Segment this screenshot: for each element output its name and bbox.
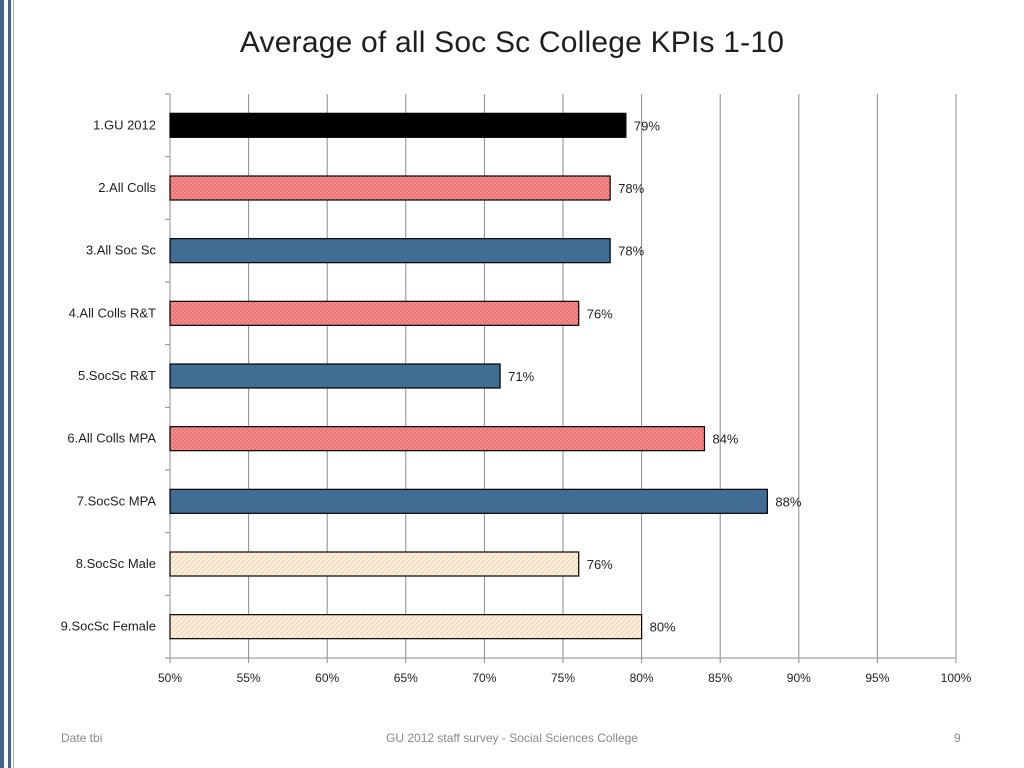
- x-tick-label: 50%: [158, 671, 182, 685]
- value-label: 88%: [775, 494, 801, 509]
- bars-layer: [169, 112, 768, 640]
- category-label: 8.SocSc Male: [76, 556, 156, 571]
- x-tick-label: 95%: [865, 671, 889, 685]
- bar: [169, 300, 580, 326]
- bar: [169, 238, 611, 264]
- category-label: 2.All Colls: [98, 180, 156, 195]
- labels-layer: 50% 55% 60% 65% 70% 75% 80% 85% 90% 95% 100% 1.GU 2…: [61, 117, 972, 685]
- category-label: 3.All Soc Sc: [86, 243, 157, 258]
- value-label: 80%: [650, 620, 676, 635]
- bar: [169, 175, 611, 201]
- value-label: 84%: [712, 432, 738, 447]
- category-label: 1.GU 2012: [93, 117, 156, 132]
- x-tick-label: 60%: [315, 671, 339, 685]
- bar: [169, 488, 768, 514]
- bar: [169, 112, 627, 138]
- bar: [169, 614, 643, 640]
- slide-title: Average of all Soc Sc College KPIs 1-10: [239, 26, 785, 59]
- side-stripe: [13, 0, 14, 768]
- x-tick-label: 55%: [237, 671, 261, 685]
- x-tick-label: 85%: [708, 671, 732, 685]
- value-label: 78%: [618, 244, 644, 259]
- x-tick-label: 100%: [941, 671, 972, 685]
- category-label: 7.SocSc MPA: [77, 493, 157, 508]
- bar: [169, 551, 580, 577]
- value-label: 76%: [587, 557, 613, 572]
- value-label: 78%: [618, 181, 644, 196]
- value-label: 79%: [634, 118, 660, 133]
- footer-caption: GU 2012 staff survey - Social Sciences C…: [386, 731, 638, 745]
- value-label: 71%: [508, 369, 534, 384]
- x-tick-label: 65%: [394, 671, 418, 685]
- category-label: 9.SocSc Female: [61, 619, 156, 634]
- x-tick-label: 90%: [787, 671, 811, 685]
- side-stripe: [8, 0, 11, 768]
- x-tick-label: 75%: [551, 671, 575, 685]
- category-label: 4.All Colls R&T: [69, 305, 156, 320]
- value-label: 76%: [587, 306, 613, 321]
- footer-date: Date tbi: [61, 731, 103, 745]
- x-tick-label: 80%: [630, 671, 654, 685]
- x-tick-label: 70%: [472, 671, 496, 685]
- bar: [169, 363, 501, 389]
- bar: [169, 426, 706, 452]
- side-stripe: [0, 0, 4, 768]
- category-label: 5.SocSc R&T: [78, 368, 156, 383]
- page-number: 9: [954, 731, 961, 745]
- category-label: 6.All Colls MPA: [67, 431, 156, 446]
